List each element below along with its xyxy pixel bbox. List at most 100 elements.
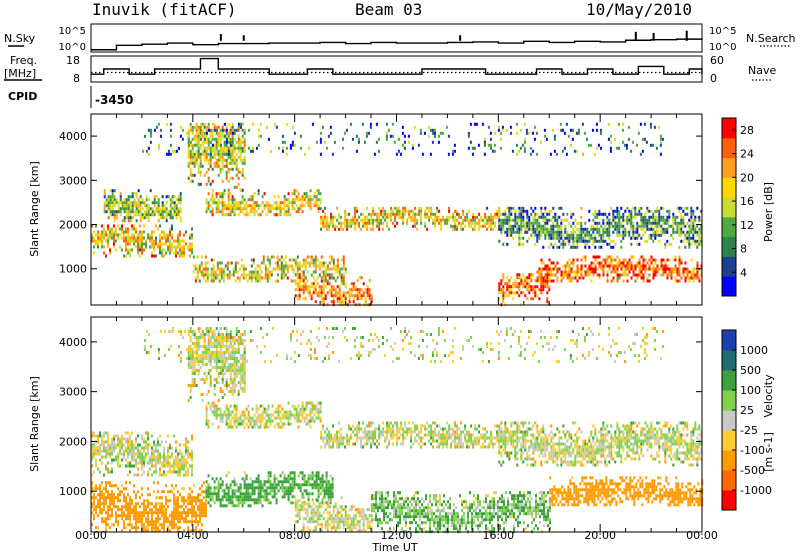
power-cell	[618, 215, 621, 219]
power-cell	[572, 270, 575, 274]
velocity-cell	[153, 490, 155, 494]
power-cell	[358, 294, 361, 298]
power-cell	[522, 273, 525, 277]
power-cell	[546, 264, 549, 268]
power-cell	[169, 227, 171, 231]
power-cell	[394, 224, 397, 228]
power-cell	[330, 212, 333, 216]
power-cell	[165, 122, 168, 126]
power-cell	[291, 192, 294, 196]
power-cell	[544, 221, 547, 225]
power-cell	[131, 239, 133, 243]
power-cell	[241, 158, 244, 162]
power-cell	[510, 230, 513, 234]
power-cell	[206, 279, 209, 283]
velocity-cell	[159, 473, 161, 477]
power-cell	[384, 215, 387, 219]
velocity-cell	[161, 505, 163, 509]
power-cell	[199, 125, 202, 129]
velocity-cell	[221, 336, 224, 339]
power-cell	[598, 273, 601, 277]
power-cell	[478, 221, 481, 225]
power-cell	[469, 122, 472, 126]
velocity-cell	[153, 440, 155, 444]
power-cell	[533, 137, 536, 141]
power-cell	[294, 282, 297, 286]
velocity-cell	[111, 496, 113, 500]
velocity-cell	[221, 360, 224, 363]
power-cell	[223, 207, 226, 211]
power-cell	[652, 230, 655, 234]
power-cell	[650, 261, 653, 265]
velocity-cell	[227, 357, 230, 360]
velocity-cell	[191, 384, 194, 387]
power-cell	[109, 189, 112, 193]
power-cell	[612, 209, 615, 213]
velocity-cell	[143, 508, 145, 512]
power-cell	[500, 227, 503, 231]
velocity-cell	[241, 333, 244, 336]
velocity-cell	[129, 440, 131, 444]
velocity-cell	[161, 490, 163, 494]
power-cell	[556, 227, 559, 231]
velocity-cell	[179, 470, 181, 474]
velocity-cell	[155, 449, 157, 453]
velocity-cell	[203, 342, 206, 345]
velocity-cell	[189, 511, 191, 515]
velocity-cell	[183, 496, 185, 500]
velocity-cell	[155, 517, 157, 521]
power-cell	[349, 122, 352, 126]
power-cell	[568, 276, 571, 280]
power-cell	[698, 233, 701, 237]
velocity-cell	[155, 502, 157, 506]
velocity-cell	[113, 484, 115, 488]
power-cell	[450, 224, 453, 228]
power-cell	[342, 227, 345, 231]
power-cell	[596, 215, 599, 219]
velocity-cell	[199, 345, 202, 348]
power-cell	[558, 230, 561, 234]
power-cell	[548, 279, 551, 283]
power-cell	[508, 221, 511, 225]
power-cell	[135, 210, 138, 214]
velocity-cell	[187, 363, 190, 366]
power-cell	[320, 221, 323, 225]
power-cell	[624, 230, 627, 234]
power-cell	[678, 221, 681, 225]
power-cell	[598, 264, 601, 268]
power-cell	[662, 270, 665, 274]
power-cell	[296, 282, 299, 286]
power-cell	[219, 167, 222, 171]
velocity-cell	[131, 452, 133, 456]
power-cell	[237, 167, 240, 171]
power-cell	[406, 221, 409, 225]
power-cell	[580, 236, 583, 240]
velocity-cell	[91, 505, 93, 509]
power-cell	[302, 279, 305, 283]
power-cell	[322, 279, 325, 283]
power-cell	[626, 273, 629, 277]
power-cell	[407, 140, 410, 144]
velocity-cell	[231, 378, 234, 381]
power-cell	[694, 276, 697, 280]
power-cell	[277, 146, 280, 150]
power-cell	[280, 261, 283, 265]
power-cell	[282, 264, 285, 268]
power-cell	[191, 149, 194, 153]
power-cell	[632, 221, 635, 225]
power-cell	[177, 245, 179, 249]
power-cell	[394, 215, 397, 219]
power-cell	[229, 125, 232, 129]
power-cell	[690, 276, 693, 280]
velocity-cell	[207, 390, 210, 393]
power-cell	[558, 245, 561, 249]
power-cell	[644, 239, 647, 243]
power-cell	[173, 195, 176, 199]
power-cell	[350, 224, 353, 228]
velocity-cell	[205, 407, 208, 411]
velocity-cell	[229, 381, 232, 384]
power-cell	[266, 273, 269, 277]
power-cell	[384, 218, 387, 222]
power-cell	[690, 273, 693, 277]
power-cell	[436, 206, 439, 210]
